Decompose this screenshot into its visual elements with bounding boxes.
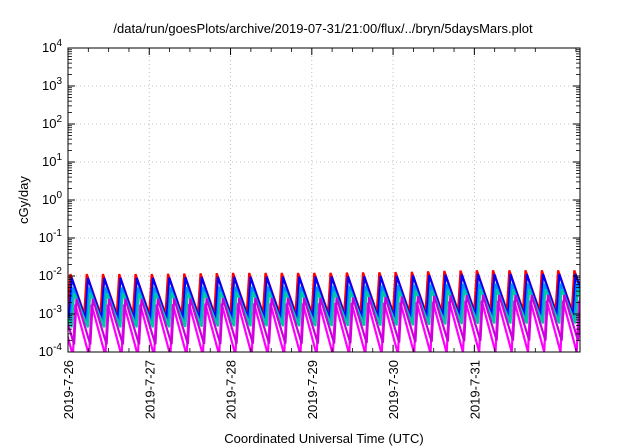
x-axis: 2019-7-26 2019-7-27 2019-7-28 2019-7-29 2019… — [61, 48, 577, 419]
y-tick-label: 103 — [42, 76, 62, 93]
y-tick-label: 100 — [42, 190, 62, 207]
x-axis-label: Coordinated Universal Time (UTC) — [224, 431, 423, 446]
y-axis-label: cGy/day — [16, 176, 31, 224]
y-tick-label: 10-4 — [39, 342, 63, 359]
y-tick-label: 10-1 — [39, 228, 63, 245]
series-line — [68, 294, 580, 345]
x-tick-label: 2019-7-30 — [386, 360, 401, 419]
y-tick-label: 101 — [42, 152, 62, 169]
y-tick-label: 102 — [42, 114, 62, 131]
x-tick-label: 2019-7-26 — [61, 360, 76, 419]
y-axis: 10-4 10-3 10-2 10-1 100 101 102 103 104 — [39, 38, 580, 359]
plot-series — [68, 269, 580, 352]
chart-title: /data/run/goesPlots/archive/2019-07-31/2… — [113, 21, 533, 36]
x-tick-label: 2019-7-29 — [305, 360, 320, 419]
x-tick-label: 2019-7-31 — [467, 360, 482, 419]
x-tick-label: 2019-7-27 — [142, 360, 157, 419]
y-tick-label: 104 — [42, 38, 62, 55]
y-tick-label: 10-3 — [39, 304, 63, 321]
y-tick-label: 10-2 — [39, 266, 63, 283]
grid — [68, 48, 580, 352]
x-tick-label: 2019-7-28 — [224, 360, 239, 419]
